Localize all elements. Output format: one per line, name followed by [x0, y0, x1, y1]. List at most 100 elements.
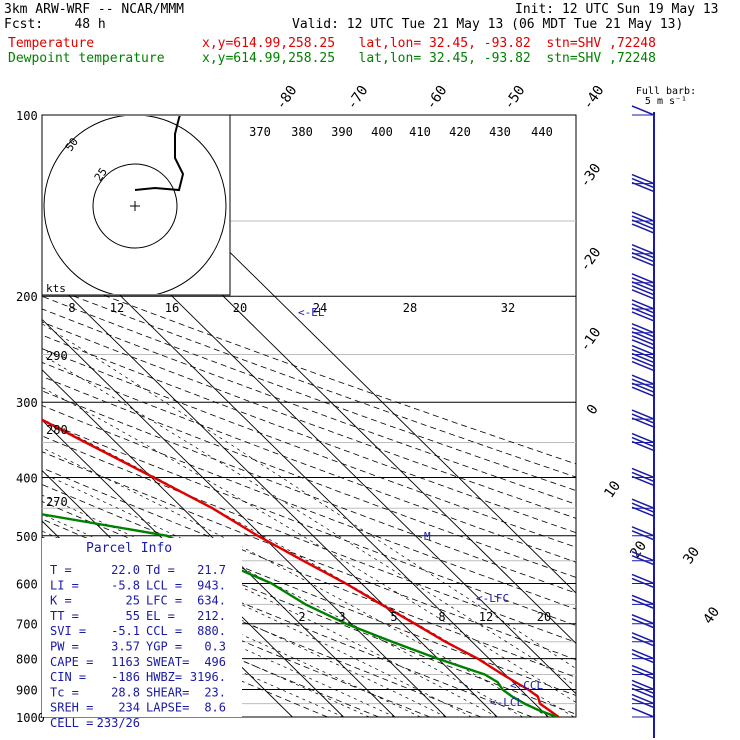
- mixing-ratio-label: 20: [537, 610, 551, 624]
- dry-adiabat-line: [42, 321, 576, 519]
- dewpoint-info: x,y=614.99,258.25 lat,lon= 32.45, -93.82…: [202, 51, 656, 66]
- pressure-label: 200: [16, 290, 38, 304]
- temperature-axis-label: -60: [423, 83, 451, 113]
- wind-barb: [631, 526, 655, 537]
- forecast-hour: Fcst: 48 h: [4, 17, 106, 32]
- dry-adiabat-label: 270: [46, 495, 68, 509]
- pressure-label: 300: [16, 396, 38, 410]
- temperature-axis-label: -30: [577, 161, 605, 191]
- temperature-axis-label: 10: [601, 478, 624, 501]
- parcel-info-value: 634.: [197, 594, 226, 608]
- theta-label: 430: [489, 125, 511, 139]
- hodograph-ring-outer: [43, 116, 227, 294]
- wind-barb: [631, 632, 655, 643]
- pressure-label: 600: [16, 577, 38, 591]
- parcel-info-key: CCL =: [146, 624, 182, 638]
- mixing-ratio-label: 5: [390, 610, 397, 624]
- parcel-info-key: CELL =: [50, 716, 93, 730]
- wind-barb: [631, 211, 655, 222]
- parcel-info-key: SVI =: [50, 624, 86, 638]
- temperature-axis-label: -10: [577, 325, 605, 355]
- parcel-info-box: [42, 538, 242, 717]
- dry-adiabat-line: [42, 467, 576, 678]
- pressure-label: 900: [16, 683, 38, 697]
- mixing-ratio-label: 8: [438, 610, 445, 624]
- moist-adiabat-line: [42, 386, 576, 703]
- parcel-info-value: 3.57: [111, 640, 140, 654]
- dewpoint-line-group: [42, 513, 558, 717]
- isotherm-line: [42, 217, 549, 717]
- dry-adiabat-line: [42, 405, 576, 610]
- wind-barb: [631, 356, 655, 368]
- parcel-info-value: 55: [126, 609, 140, 623]
- mixing-ratio-label: 32: [501, 301, 515, 315]
- wind-barb: [631, 285, 655, 296]
- parcel-info-value: -186: [111, 670, 140, 684]
- parcel-info-key: CAPE =: [50, 655, 93, 669]
- parcel-info-value: 234: [118, 701, 140, 715]
- parcel-info-value: 212.: [197, 609, 226, 623]
- parcel-info-key: Td =: [146, 563, 175, 577]
- temperature-axis-label: -50: [501, 83, 529, 113]
- pressure-label: 700: [16, 618, 38, 632]
- wind-barb: [631, 335, 655, 346]
- wind-barb: [631, 498, 655, 509]
- parcel-info-key: K =: [50, 594, 72, 608]
- dewpoint-line: [42, 513, 558, 717]
- barb-legend-units: 5 m s⁻¹: [645, 96, 687, 107]
- moist-adiabat-line: [42, 583, 344, 717]
- theta-label: 410: [409, 125, 431, 139]
- lfc-marker: <-LFC: [476, 592, 509, 605]
- wind-barb: [631, 594, 655, 606]
- hodograph-ring-label: 50: [63, 135, 81, 153]
- hodograph-trace: [134, 116, 185, 192]
- dry-adiabat-line: [42, 271, 576, 465]
- dry-adiabat-line: [42, 348, 576, 548]
- parcel-info-title: Parcel Info: [86, 541, 172, 556]
- parcel-info-key: HWBZ=: [146, 670, 182, 684]
- parcel-info-value: -5.8: [111, 578, 140, 592]
- parcel-info-value: 880.: [197, 624, 226, 638]
- pressure-label: 1000: [16, 711, 45, 725]
- wind-barb: [631, 299, 655, 310]
- hodograph-frame: [41, 114, 231, 296]
- temperature-axis-label: -20: [577, 245, 605, 275]
- dry-adiabat-line: [42, 484, 576, 696]
- hodograph-units: kts: [46, 282, 66, 295]
- wind-barb: [631, 344, 655, 356]
- parcel-info-value: 3196.: [190, 670, 226, 684]
- pressure-label: 500: [16, 530, 38, 544]
- isotherm-line: [42, 369, 396, 717]
- isotherm-line: [42, 268, 498, 717]
- wind-barb: [631, 289, 655, 300]
- wind-barb: [631, 244, 655, 255]
- wind-barb: [631, 256, 655, 267]
- moist-adiabat-line: [42, 323, 576, 669]
- wind-barb: [631, 105, 655, 116]
- theta-label: 440: [531, 125, 553, 139]
- init-time: Init: 12 UTC Sun 19 May 13: [515, 2, 719, 17]
- wind-barb: [631, 432, 655, 444]
- wind-barb: [631, 573, 655, 585]
- mixing-ratio-label: 16: [165, 301, 179, 315]
- model-title: 3km ARW-WRF -- NCAR/MMM: [4, 2, 185, 17]
- wind-barb: [631, 467, 655, 479]
- lcl-marker: <-LCL: [490, 696, 523, 709]
- hodograph-group: [43, 116, 227, 294]
- temperature-axis-label: -80: [273, 83, 301, 113]
- wind-barb: [631, 614, 655, 625]
- hodograph-ring-inner: [92, 163, 178, 249]
- parcel-info-value: 28.8: [111, 685, 140, 699]
- mixing-ratio-label: 2: [298, 610, 305, 624]
- wind-barb: [631, 707, 655, 718]
- parcel-info-value: 233/26: [97, 716, 140, 730]
- temperature-axis-label: 0: [584, 402, 602, 418]
- mixing-ratio-label: 3: [338, 610, 345, 624]
- isotherm-line: [42, 318, 447, 717]
- parcel-info-value: 1163: [111, 655, 140, 669]
- pressure-label: 100: [16, 109, 38, 123]
- parcel-info-key: EL =: [146, 609, 175, 623]
- parcel-info-value: 943.: [197, 578, 226, 592]
- m-marker: M: [424, 530, 431, 543]
- parcel-info-key: LI =: [50, 578, 79, 592]
